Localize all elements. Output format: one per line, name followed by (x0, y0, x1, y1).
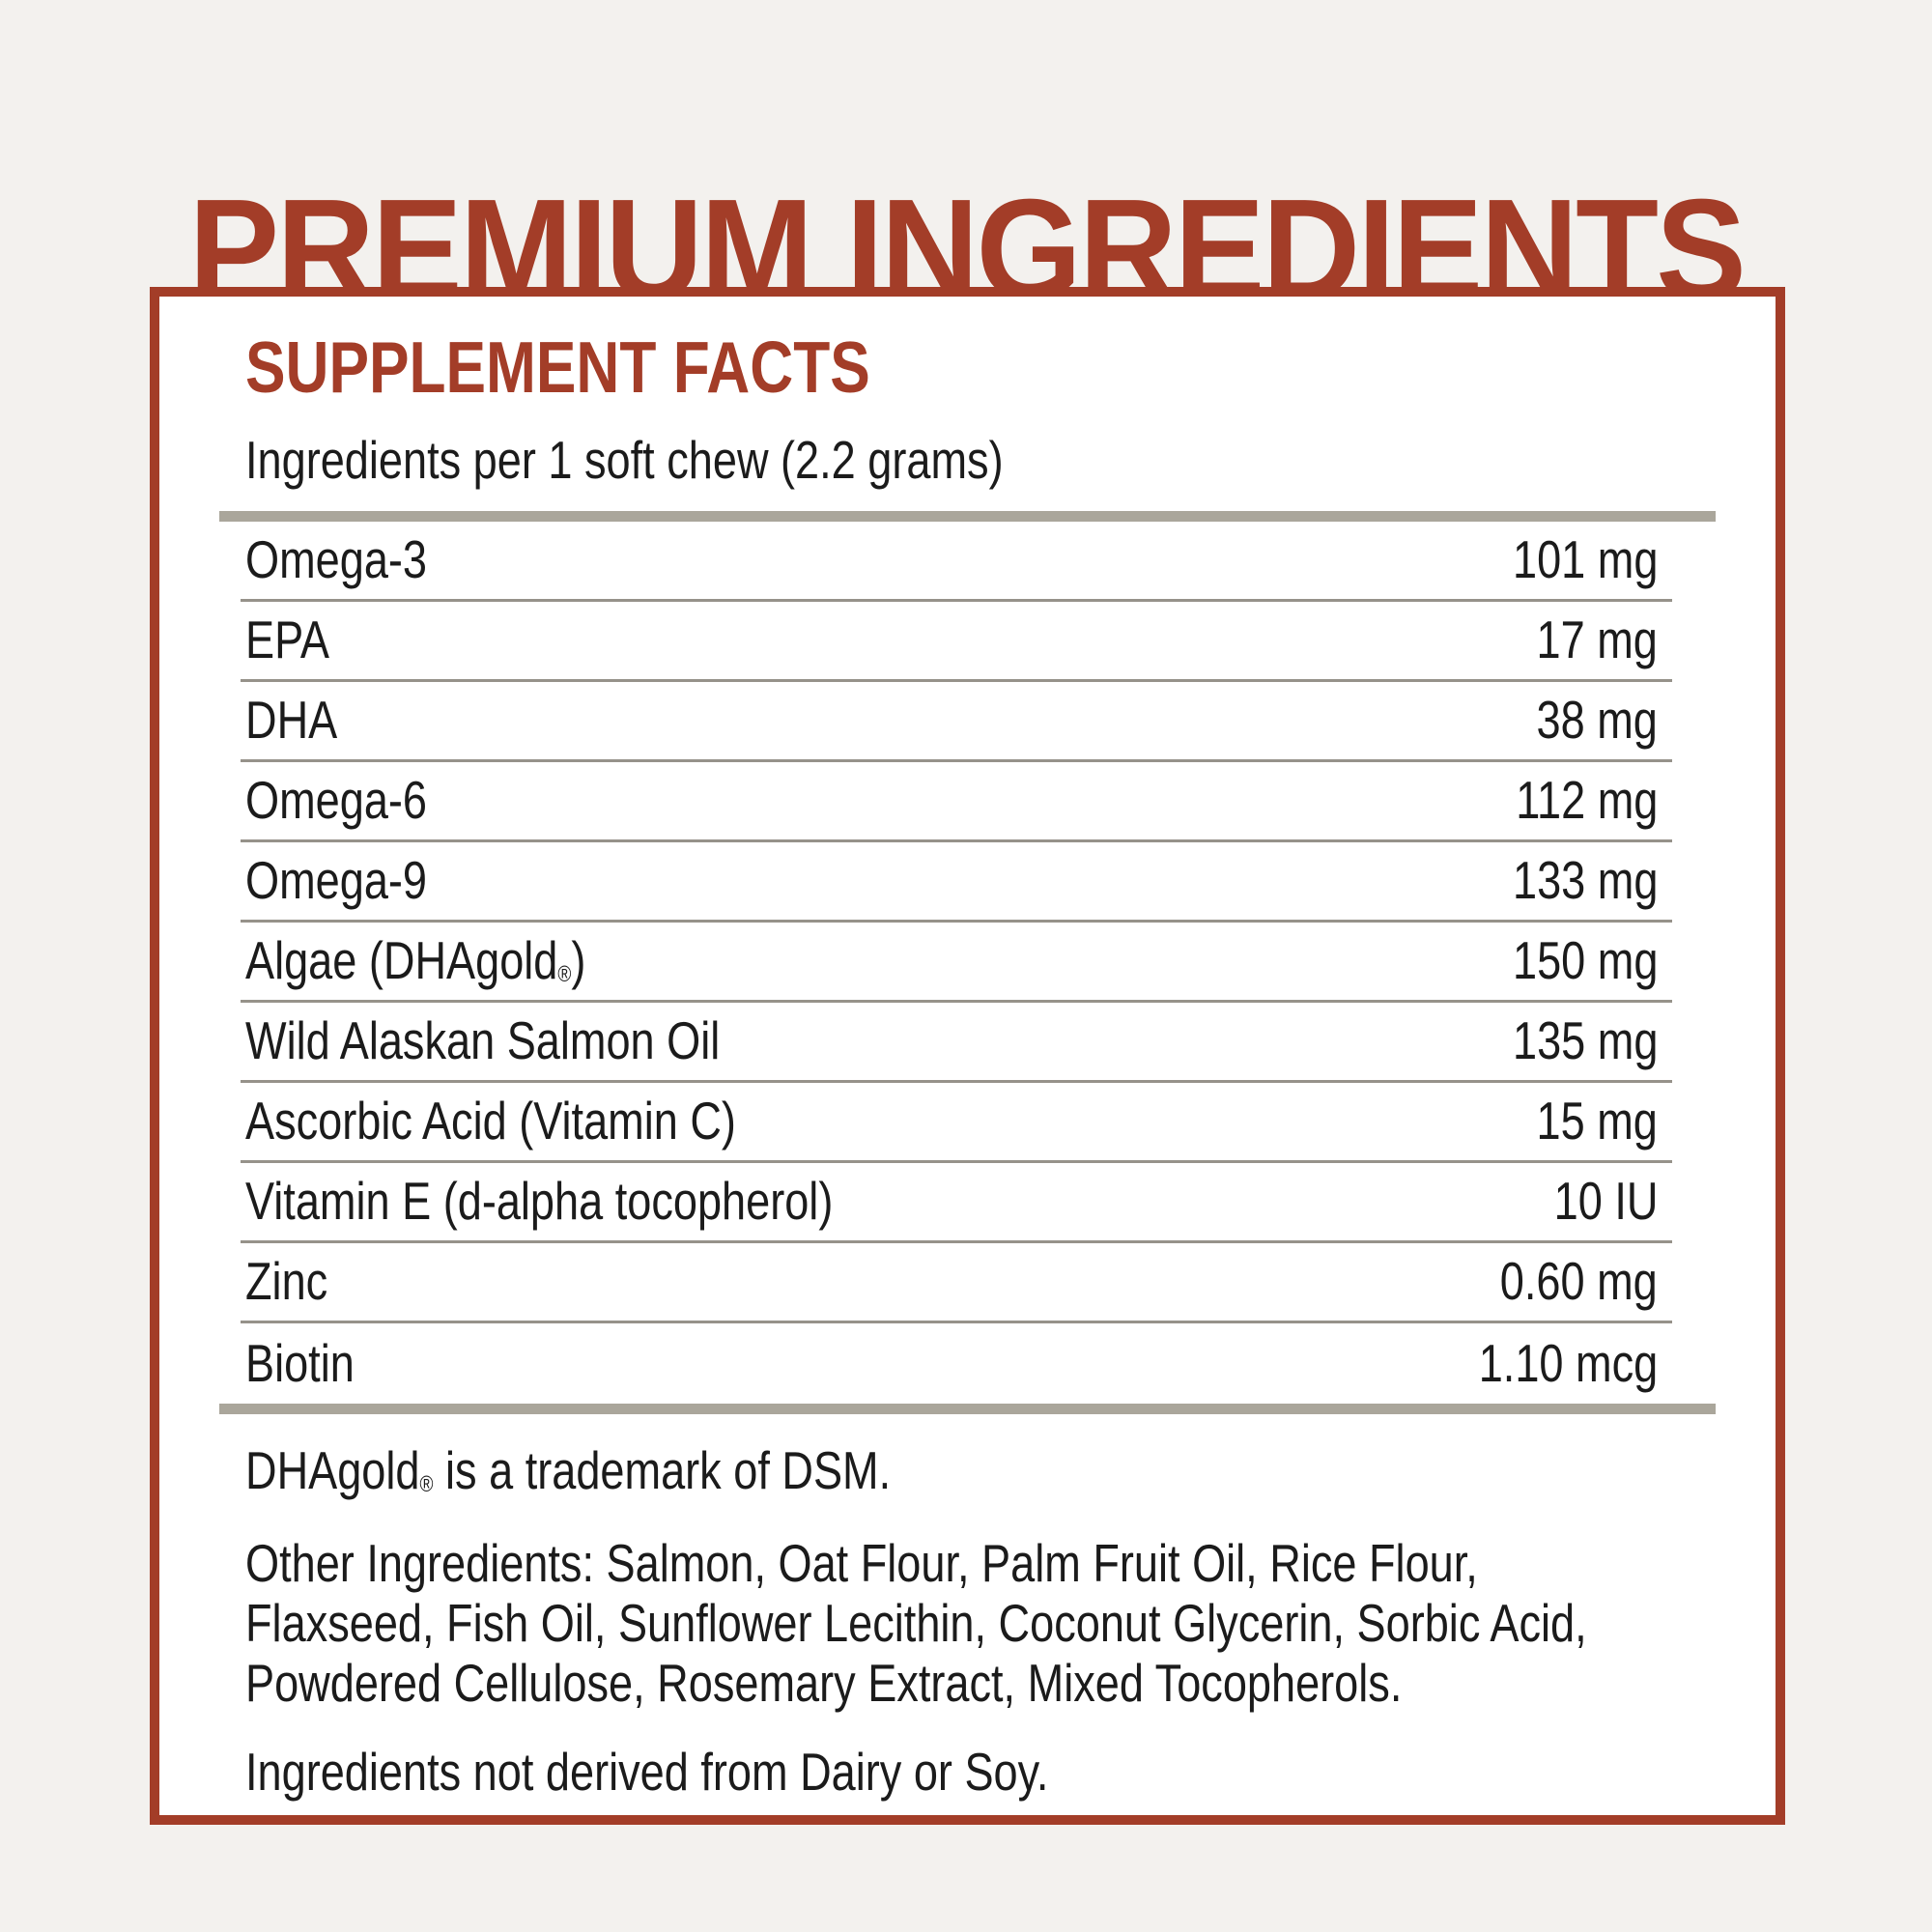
other-ingredients-paragraph: Other Ingredients: Salmon, Oat Flour, Pa… (245, 1533, 1716, 1713)
other-ingredients-line: Powdered Cellulose, Rosemary Extract, Mi… (245, 1652, 1403, 1713)
allergen-note: Ingredients not derived from Dairy or So… (245, 1742, 1716, 1802)
ingredient-name: Algae (DHAgold®) (245, 930, 586, 991)
facts-table-row: Algae (DHAgold®) 150 mg (241, 923, 1672, 1003)
facts-table: Omega-3 101 mg EPA 17 mg DHA 38 mg Omega… (219, 522, 1716, 1404)
ingredient-name: Vitamin E (d-alpha tocopherol) (245, 1171, 834, 1232)
table-bottom-rule (219, 1403, 1716, 1414)
facts-table-row: Zinc 0.60 mg (241, 1243, 1672, 1323)
facts-table-row: Omega-3 101 mg (241, 522, 1672, 602)
facts-table-row: EPA 17 mg (241, 602, 1672, 682)
ingredient-name: Wild Alaskan Salmon Oil (245, 1010, 721, 1071)
ingredient-amount: 15 mg (1536, 1091, 1658, 1151)
supplement-facts-panel: SUPPLEMENT FACTS Ingredients per 1 soft … (150, 287, 1785, 1825)
supplement-facts-heading-text: SUPPLEMENT FACTS (245, 327, 870, 408)
ingredient-amount: 0.60 mg (1500, 1251, 1658, 1312)
facts-table-row: Wild Alaskan Salmon Oil 135 mg (241, 1003, 1672, 1083)
trademark-text: is a trademark of DSM. (433, 1439, 892, 1500)
ingredient-name: Biotin (245, 1332, 355, 1393)
ingredient-amount: 133 mg (1512, 850, 1658, 911)
facts-table-row: Biotin 1.10 mcg (241, 1323, 1672, 1404)
ingredient-name: Omega-6 (245, 770, 427, 831)
facts-table-row: Omega-6 112 mg (241, 762, 1672, 842)
registered-mark: ® (557, 961, 572, 987)
trademark-note: DHAgold® is a trademark of DSM. (245, 1437, 1716, 1504)
facts-table-row: DHA 38 mg (241, 682, 1672, 762)
panel-content: SUPPLEMENT FACTS Ingredients per 1 soft … (159, 331, 1776, 1802)
ingredient-amount: 135 mg (1512, 1010, 1658, 1071)
other-ingredients-line: Other Ingredients: Salmon, Oat Flour, Pa… (245, 1532, 1478, 1593)
trademark-brand: DHAgold (245, 1439, 420, 1500)
ingredient-name: EPA (245, 610, 329, 670)
facts-table-row: Omega-9 133 mg (241, 842, 1672, 923)
ingredient-amount: 17 mg (1536, 610, 1658, 670)
ingredient-amount: 150 mg (1512, 930, 1658, 991)
ingredient-amount: 101 mg (1512, 529, 1658, 590)
ingredient-name: Omega-3 (245, 529, 427, 590)
supplement-facts-heading: SUPPLEMENT FACTS (245, 331, 1716, 404)
serving-size-text: Ingredients per 1 soft chew (2.2 grams) (245, 430, 1004, 490)
facts-table-row: Ascorbic Acid (Vitamin C) 15 mg (241, 1083, 1672, 1163)
ingredient-name: Ascorbic Acid (Vitamin C) (245, 1091, 736, 1151)
other-ingredients-line: Flaxseed, Fish Oil, Sunflower Lecithin, … (245, 1592, 1587, 1653)
ingredient-amount: 10 IU (1553, 1171, 1658, 1232)
serving-size-line: Ingredients per 1 soft chew (2.2 grams) (245, 427, 1716, 494)
registered-mark: ® (419, 1470, 434, 1496)
ingredient-name: Omega-9 (245, 850, 427, 911)
table-top-rule (219, 510, 1716, 522)
ingredient-amount: 1.10 mcg (1478, 1332, 1658, 1393)
allergen-note-text: Ingredients not derived from Dairy or So… (245, 1741, 1049, 1802)
facts-table-row: Vitamin E (d-alpha tocopherol) 10 IU (241, 1163, 1672, 1243)
ingredient-amount: 38 mg (1536, 690, 1658, 751)
ingredient-amount: 112 mg (1515, 770, 1658, 831)
ingredient-name: DHA (245, 690, 338, 751)
ingredient-name: Zinc (245, 1251, 328, 1312)
